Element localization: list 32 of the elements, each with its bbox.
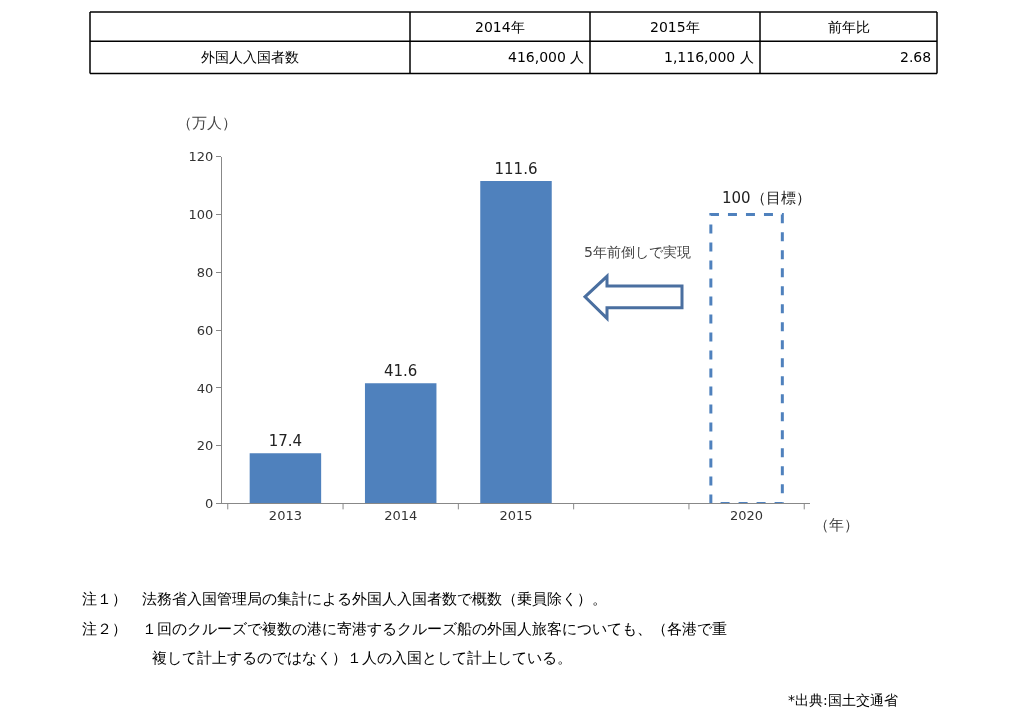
y-tick-label: 20 [196, 438, 214, 454]
text: 外国人入国者数 [201, 49, 299, 65]
x-tick-label: 2013 [268, 508, 302, 524]
x-tick-label: 2020 [730, 508, 764, 524]
y-tick-label: 0 [205, 496, 214, 512]
text: 2.68 [900, 49, 932, 65]
bar [249, 453, 322, 504]
y-tick-label: 60 [196, 322, 214, 338]
bar [364, 383, 437, 504]
data-label: 41.6 [384, 362, 418, 381]
data-label: 17.4 [268, 432, 303, 451]
text: 2014年 [475, 19, 525, 35]
data-label: 100（目標） [722, 189, 811, 207]
text: *出典:国土交通省 [788, 692, 898, 708]
y-axis-title: （万人） [177, 114, 237, 132]
bar [709, 213, 784, 504]
x-axis-title: （年） [814, 516, 859, 534]
text: 416,000 人 [508, 49, 585, 65]
text: 前年比 [828, 19, 870, 35]
y-tick-label: 120 [188, 149, 214, 165]
y-tick-label: 40 [196, 380, 214, 396]
text: 1,116,000 人 [664, 49, 754, 65]
text: 2015年 [650, 19, 700, 35]
y-tick-label: 80 [196, 264, 214, 280]
x-tick-label: 2015 [499, 508, 533, 524]
data-label: 111.6 [494, 160, 538, 179]
bar [480, 181, 552, 504]
annotation: 5年前倒しで実現 [584, 244, 691, 260]
y-tick-label: 100 [188, 207, 214, 223]
text: 注１） 法務省入国管理局の集計による外国人入国者数で概数（乗員除く）。 [82, 590, 607, 608]
x-tick-label: 2014 [384, 508, 418, 524]
text: 注２） １回のクルーズで複数の港に寄港するクルーズ船の外国人旅客についても、（各港で重複して計上するのではなく）１人の入国として計上している。 [82, 620, 727, 667]
